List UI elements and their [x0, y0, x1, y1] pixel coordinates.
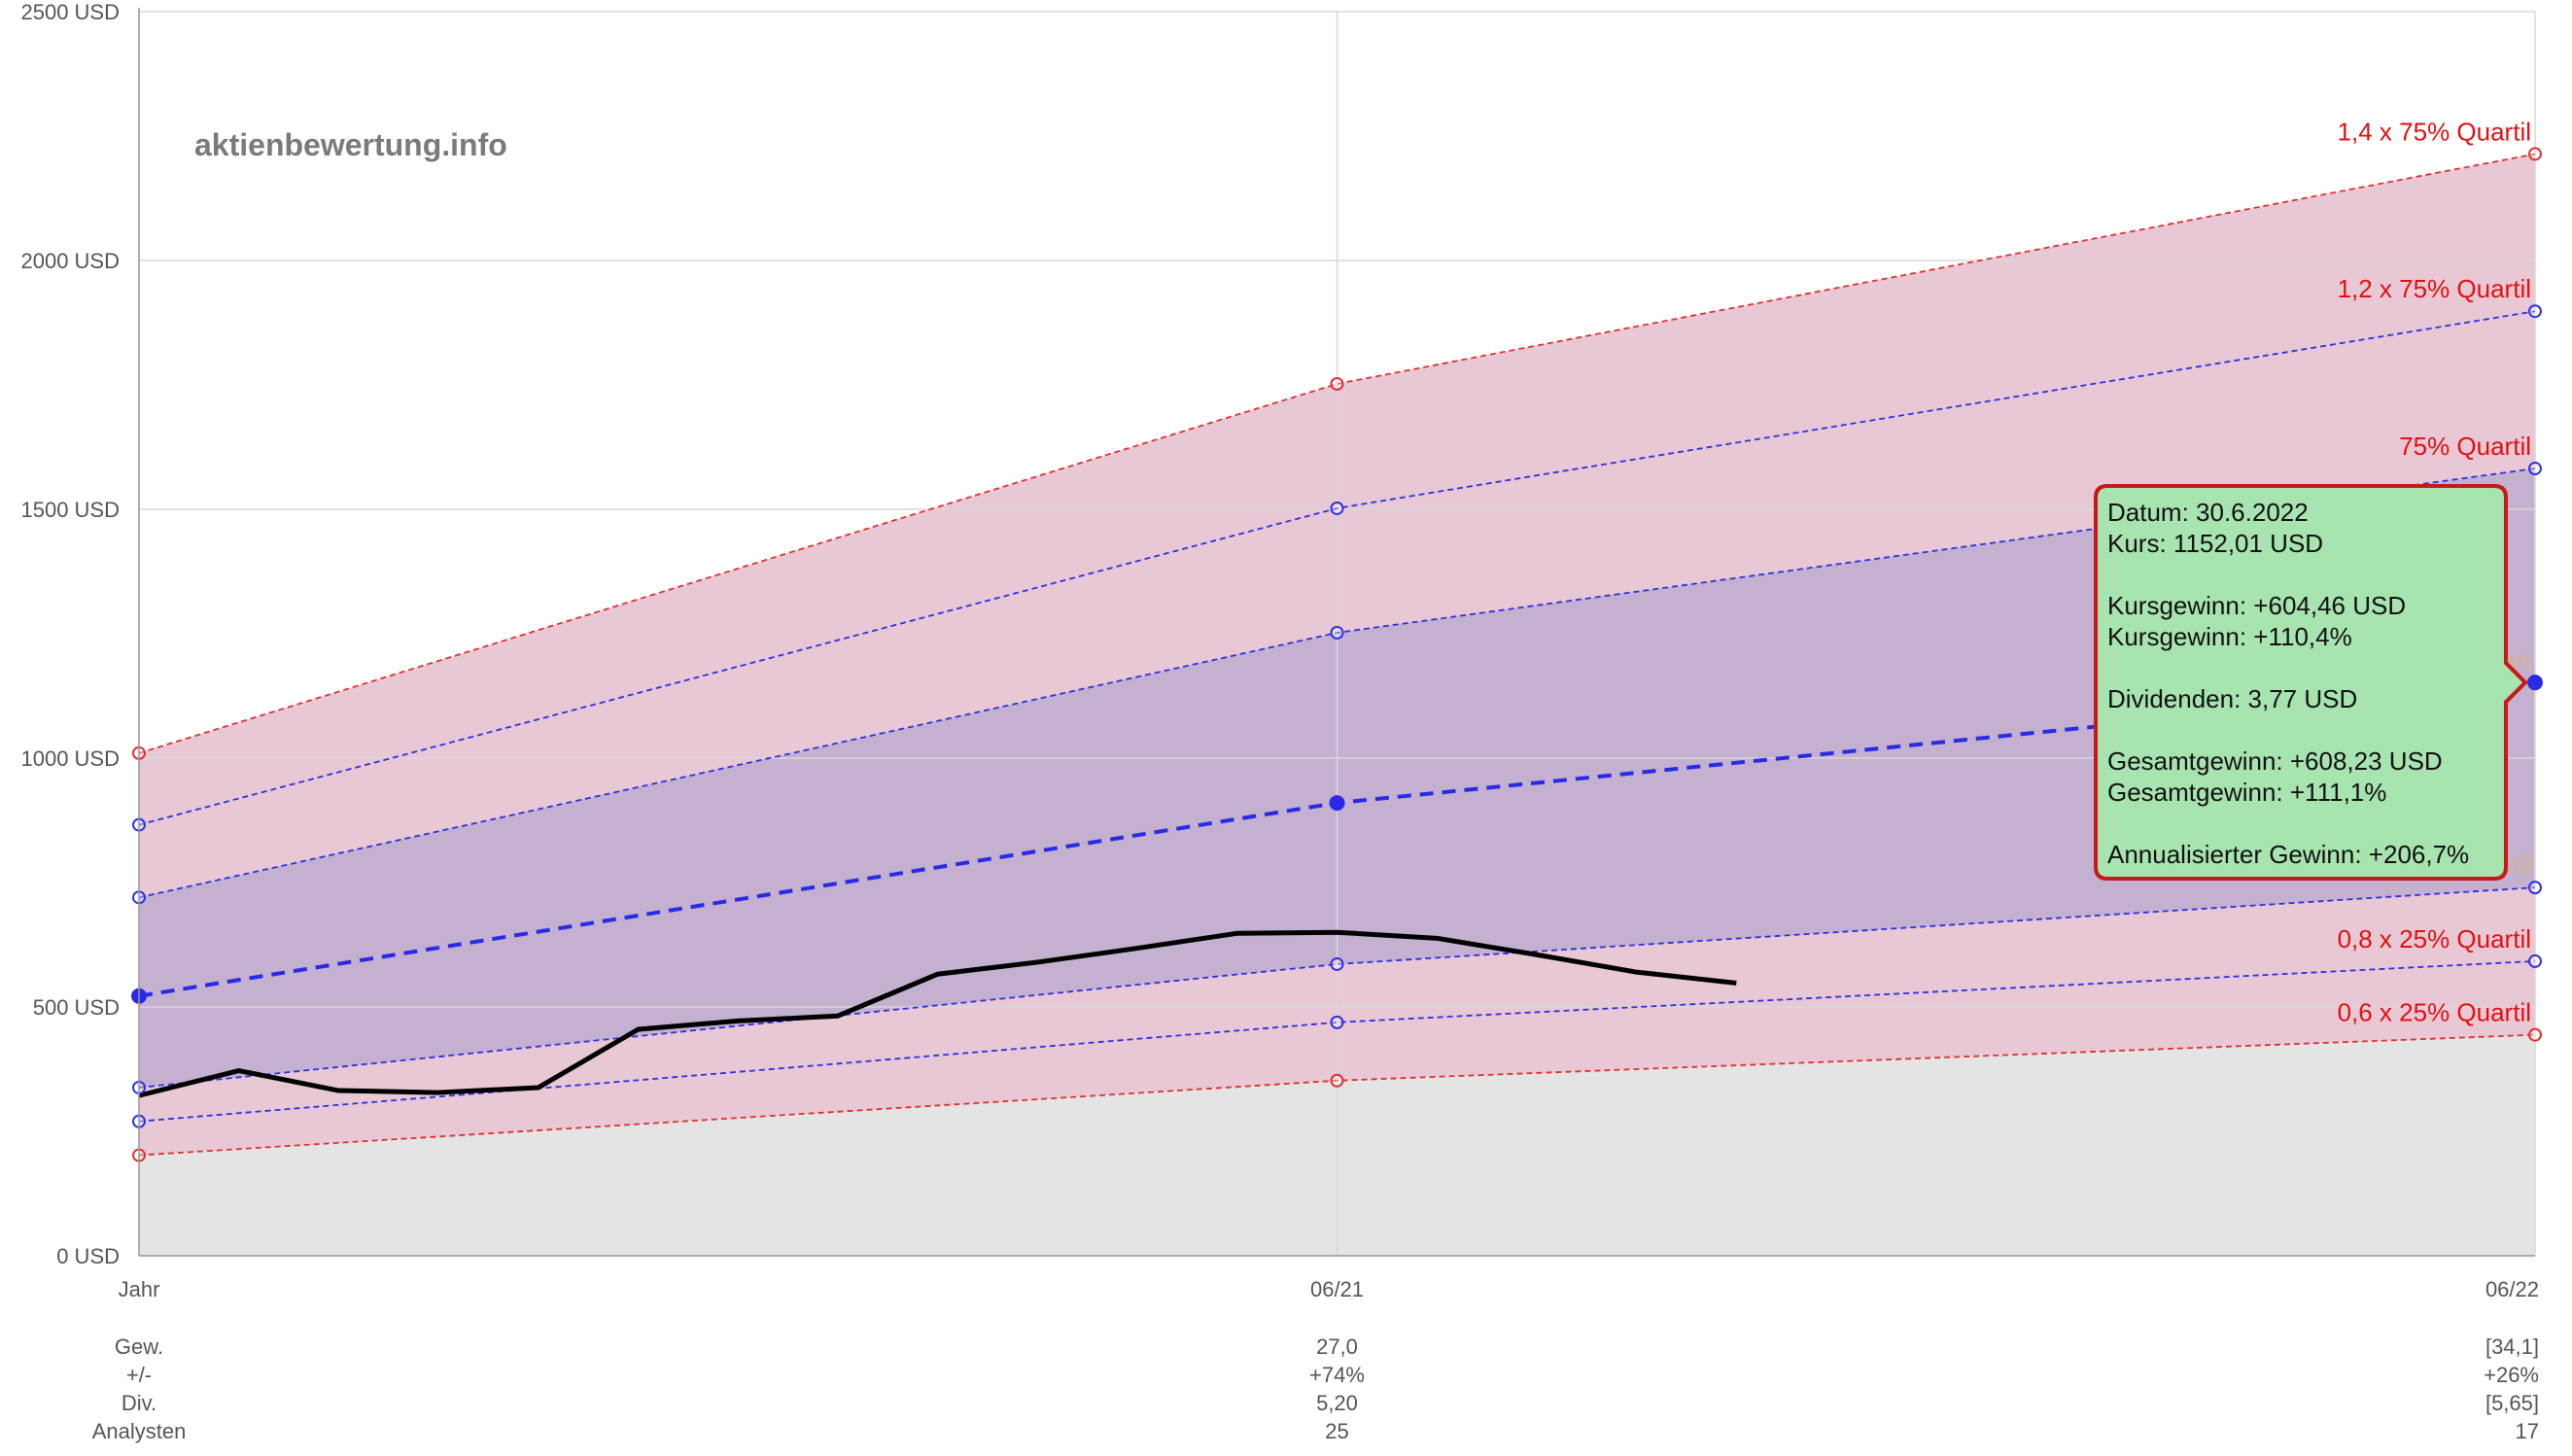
x-tick-label: Jahr	[119, 1277, 160, 1301]
axes: 0 USD 500 USD 1000 USD 1500 USD 2000 USD 2500…	[20, 0, 2539, 1301]
y-tick-label: 1500 USD	[20, 498, 120, 522]
stats-cell: [34,1]	[2485, 1335, 2539, 1359]
tooltip-line: Annualisierter Gewinn: +206,7%	[2107, 840, 2469, 869]
y-tick-label: 2500 USD	[20, 0, 120, 24]
band-line	[138, 1033, 2536, 1157]
band-point	[2527, 675, 2543, 691]
tooltip-line: Gesamtgewinn: +608,23 USD	[2107, 746, 2443, 776]
price-line	[138, 929, 1737, 1098]
band-point	[1329, 795, 1345, 812]
y-tick-label: 2000 USD	[20, 249, 120, 273]
band-point	[2528, 462, 2542, 476]
stats-cell: 17	[2516, 1419, 2539, 1443]
tooltip-line: Dividenden: 3,77 USD	[2107, 684, 2357, 713]
tooltip-line: Kurs: 1152,01 USD	[2107, 529, 2323, 558]
y-tick-label: 0 USD	[56, 1244, 120, 1268]
x-tick-label: 06/22	[2485, 1277, 2539, 1301]
band-point	[2528, 147, 2542, 161]
stats-cell: 27,0	[1316, 1335, 1358, 1359]
stats-row-label: Analysten	[92, 1419, 187, 1443]
band-line	[138, 310, 2536, 826]
stats-row-label: Div.	[122, 1391, 156, 1415]
watermark-text: aktienbewertung.info	[194, 127, 507, 162]
band-label: 1,2 x 75% Quartil	[2338, 274, 2531, 303]
x-tick-label: 06/21	[1310, 1277, 1364, 1301]
stats-cell: [5,65]	[2485, 1391, 2539, 1415]
band-point	[1330, 1015, 1344, 1029]
band-line	[138, 886, 2536, 1089]
band-label: 1,4 x 75% Quartil	[2338, 117, 2531, 146]
y-tick-label: 500 USD	[33, 995, 120, 1020]
band-point	[1330, 1073, 1344, 1088]
tooltip-line: Kursgewinn: +110,4%	[2107, 622, 2352, 651]
stats-table: Gew. +/- Div. Analysten 27,0 +74% 5,20 25 [34,1]…	[92, 1335, 2539, 1443]
band-point	[2528, 953, 2542, 968]
band-point	[2528, 304, 2542, 319]
price-line-group	[138, 929, 1737, 1098]
band-label: 75% Quartil	[2399, 432, 2531, 461]
band-point	[1330, 956, 1344, 971]
band-point	[1330, 376, 1344, 391]
stats-row-label: +/-	[126, 1363, 152, 1387]
stats-cell: +74%	[1309, 1363, 1365, 1387]
stats-cell: +26%	[2484, 1363, 2539, 1387]
tooltip-line: Kursgewinn: +604,46 USD	[2107, 591, 2406, 620]
y-tick-label: 1000 USD	[20, 746, 120, 771]
band-point	[2528, 881, 2542, 895]
stats-cell: 25	[1325, 1419, 1348, 1443]
tooltip-box	[2094, 484, 2528, 881]
band-label: 0,8 x 25% Quartil	[2338, 924, 2531, 953]
band-point	[2528, 1027, 2542, 1042]
band-point	[1330, 625, 1344, 640]
stats-cell: 5,20	[1316, 1391, 1358, 1415]
tooltip-line: Gesamtgewinn: +111,1%	[2107, 778, 2386, 807]
band-label: 0,6 x 25% Quartil	[2338, 998, 2531, 1027]
tooltip-line: Datum: 30.6.2022	[2107, 498, 2309, 527]
band-point	[1330, 501, 1344, 515]
stats-row-label: Gew.	[115, 1335, 163, 1359]
